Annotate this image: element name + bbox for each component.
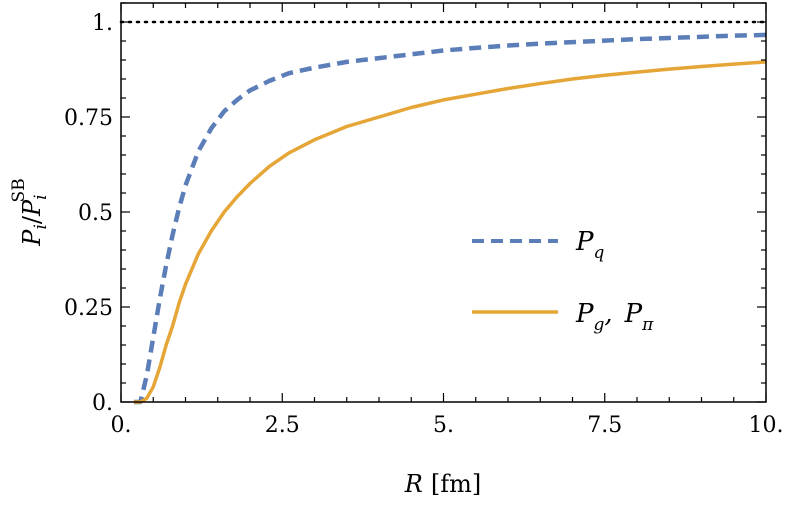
y-tick-label: 0.: [92, 391, 113, 416]
y-tick-label: 0.25: [64, 296, 113, 321]
y-tick-label: 0.75: [64, 106, 113, 131]
x-axis-title: R [fm]: [404, 470, 481, 498]
series-line-0: [133, 32, 767, 405]
x-tick-label: 7.5: [587, 413, 622, 438]
y-tick-label: 1.: [92, 11, 113, 36]
y-axis-title: Pi/PiSB: [9, 178, 51, 246]
legend-label-p-q: Pq: [575, 227, 605, 263]
x-tick-label: 0.: [111, 413, 132, 438]
plot-area: 0. 2.5 5. 7.5 10. 0. 0.25 0.5 0.75 1.: [64, 2, 784, 438]
series-line-1: [133, 60, 767, 404]
x-tick-label: 5.: [433, 413, 454, 438]
plot-frame: [120, 2, 767, 403]
y-tick-label: 0.5: [78, 201, 113, 226]
legend: Pq Pg, Pπ: [472, 227, 654, 335]
x-tick-label: 2.5: [265, 413, 300, 438]
legend-label-p-g-p-pi: Pg, Pπ: [575, 299, 654, 335]
x-tick-label: 10.: [749, 413, 784, 438]
